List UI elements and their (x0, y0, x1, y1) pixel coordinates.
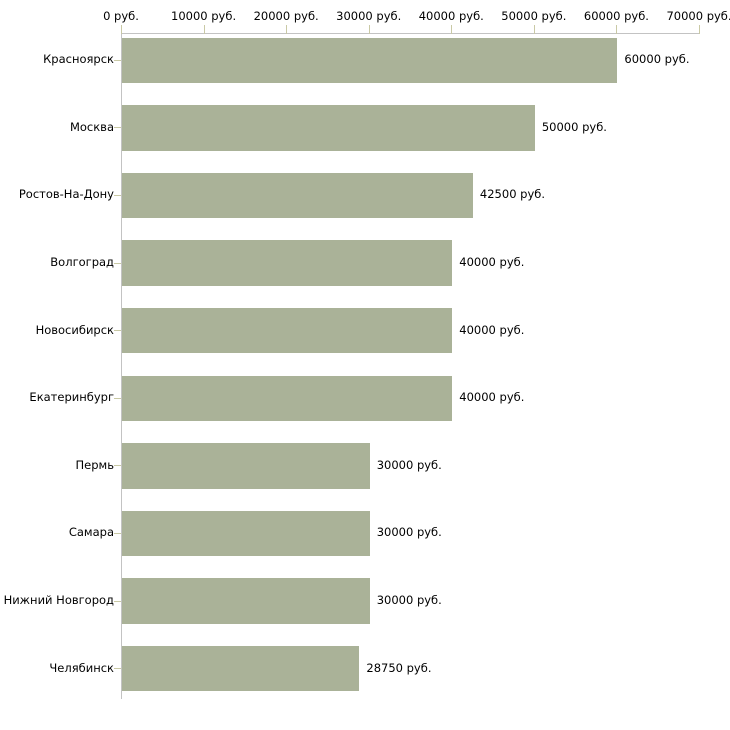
x-axis-tick (121, 25, 122, 34)
x-axis-tick (699, 25, 700, 34)
x-axis-tick-label: 30000 руб. (336, 9, 402, 23)
x-axis-tick-label: 60000 руб. (583, 9, 649, 23)
category-label: Екатеринбург (29, 390, 114, 405)
y-axis-line (121, 33, 122, 699)
y-axis-tick (114, 600, 121, 602)
category-label: Москва (69, 119, 114, 134)
bar (122, 307, 453, 354)
value-label: 30000 руб. (376, 457, 442, 472)
value-label: 60000 руб. (624, 52, 690, 67)
category-label: Челябинск (49, 660, 114, 675)
x-axis-tick (451, 25, 453, 34)
bar (122, 105, 535, 151)
y-axis-tick (114, 397, 121, 399)
value-label: 40000 руб. (459, 322, 525, 337)
category-label: Нижний Новгород (3, 593, 114, 608)
bar (122, 578, 370, 624)
value-label: 42500 руб. (479, 187, 546, 202)
x-axis-line (121, 33, 699, 34)
y-axis-tick (114, 262, 121, 264)
bar (122, 37, 618, 83)
bar (122, 240, 453, 286)
y-axis-tick (114, 59, 121, 61)
x-axis-tick-label: 20000 руб. (253, 9, 319, 23)
x-axis-tick (533, 25, 535, 34)
bar (122, 645, 360, 692)
bar (122, 510, 370, 557)
y-axis-tick (114, 465, 121, 467)
bar (122, 375, 453, 421)
value-label: 28750 руб. (366, 660, 432, 675)
x-axis-tick-label: 0 руб. (103, 9, 139, 23)
bar (122, 172, 473, 219)
value-label: 50000 руб. (541, 119, 607, 134)
y-axis-tick (114, 532, 121, 534)
value-label: 40000 руб. (459, 390, 525, 405)
value-label: 30000 руб. (376, 525, 442, 540)
category-label: Волгоград (50, 255, 114, 270)
category-label: Красноярск (43, 52, 114, 67)
value-label: 40000 руб. (459, 255, 525, 270)
x-axis-tick-label: 40000 руб. (418, 9, 484, 23)
x-axis-tick-label: 50000 руб. (501, 9, 567, 23)
bar (122, 443, 370, 489)
category-label: Ростов-На-Дону (18, 187, 114, 202)
y-axis-tick (114, 194, 121, 196)
category-label: Самара (68, 525, 114, 540)
x-axis-tick (286, 25, 288, 34)
x-axis-tick (203, 25, 205, 34)
y-axis-tick (114, 330, 121, 332)
category-label: Пермь (75, 457, 114, 472)
category-label: Новосибирск (35, 322, 114, 337)
x-axis-tick-label: 70000 руб. (666, 9, 730, 23)
value-label: 30000 руб. (376, 593, 442, 608)
x-axis-tick (368, 25, 370, 34)
x-axis-tick (616, 25, 618, 34)
y-axis-tick (114, 127, 121, 129)
x-axis-tick-label: 10000 руб. (171, 9, 237, 23)
y-axis-tick (114, 668, 121, 670)
